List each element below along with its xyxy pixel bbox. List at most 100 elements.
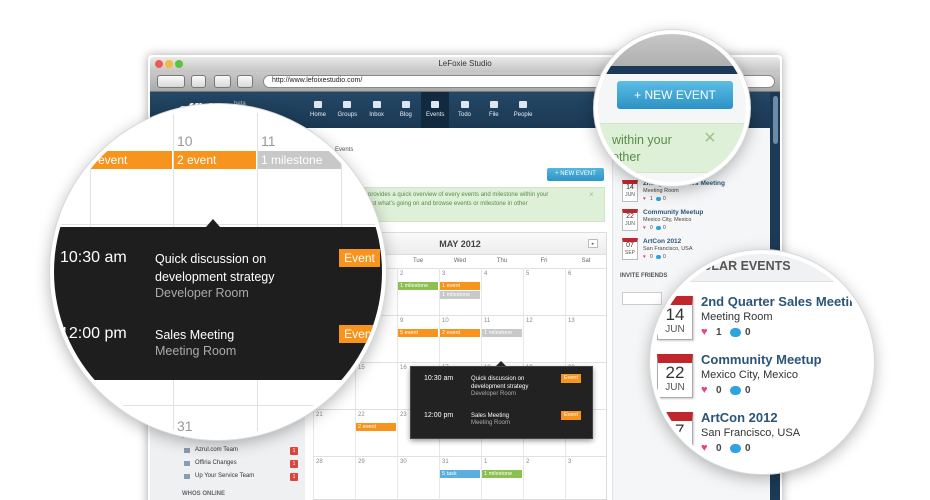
zoom-comment-count: 0 bbox=[745, 385, 751, 396]
nav-item[interactable]: Groups bbox=[337, 112, 358, 118]
toolbar-button[interactable] bbox=[191, 75, 206, 88]
zoom-event-location: Meeting Room bbox=[701, 311, 773, 323]
calendar-event[interactable]: 1 milestone bbox=[398, 282, 438, 290]
calendar-event[interactable]: 1 milestone bbox=[482, 470, 522, 478]
window-button[interactable] bbox=[155, 60, 163, 68]
zoom-like-count: 0 bbox=[716, 385, 722, 396]
popup-tag[interactable]: Event bbox=[561, 411, 581, 420]
zoom-event-title[interactable]: ArtCon 2012 bbox=[701, 410, 778, 425]
day-number[interactable]: 3 bbox=[442, 271, 446, 277]
week-line bbox=[313, 362, 607, 363]
window-button[interactable] bbox=[175, 60, 183, 68]
day-number[interactable]: 22 bbox=[358, 412, 365, 418]
group-icon bbox=[184, 474, 190, 479]
day-number[interactable]: 16 bbox=[400, 365, 407, 371]
nav-icon[interactable] bbox=[372, 101, 381, 108]
calendar-event[interactable]: 5 task bbox=[440, 470, 480, 478]
day-number[interactable]: 4 bbox=[484, 271, 488, 277]
day-number[interactable]: 31 bbox=[442, 459, 449, 465]
calendar-event[interactable]: 5 event bbox=[398, 329, 438, 337]
nav-item[interactable]: Todo bbox=[457, 112, 471, 118]
date-icon bbox=[622, 180, 638, 202]
zoom-popup-tag[interactable]: Event bbox=[339, 249, 380, 267]
like-count: 1 bbox=[650, 196, 653, 202]
zoom-popup-time: 12:00 pm bbox=[60, 325, 127, 342]
zoom-event-title[interactable]: 2nd Quarter Sales Meeting bbox=[701, 294, 865, 309]
day-number[interactable]: 23 bbox=[400, 412, 407, 418]
notice-close[interactable]: × bbox=[589, 190, 594, 199]
window-button[interactable] bbox=[165, 60, 173, 68]
day-number[interactable]: 2 bbox=[526, 459, 530, 465]
day-number[interactable]: 1 bbox=[484, 459, 488, 465]
day-number[interactable]: 9 bbox=[400, 318, 404, 324]
calendar-next[interactable]: ▸ bbox=[588, 239, 598, 248]
calendar-event[interactable]: 1 event bbox=[440, 282, 480, 290]
zoom-event-bar bbox=[58, 151, 172, 169]
group-name[interactable]: Azrul.com Team bbox=[195, 447, 238, 453]
toolbar-button[interactable] bbox=[237, 75, 253, 88]
zoom-day-number[interactable]: 10 bbox=[177, 133, 193, 149]
day-number[interactable]: 6 bbox=[568, 271, 572, 277]
calendar-event[interactable]: 1 milestone bbox=[482, 329, 522, 337]
zoom-event-label[interactable]: 5 event bbox=[88, 153, 128, 167]
group-name[interactable]: Up Your Service Team bbox=[195, 473, 255, 479]
toolbar-button[interactable] bbox=[214, 75, 231, 88]
nav-item[interactable]: Inbox bbox=[369, 112, 384, 118]
scrollbar[interactable] bbox=[773, 96, 778, 144]
nav-icon[interactable] bbox=[343, 101, 352, 108]
day-number[interactable]: 30 bbox=[400, 459, 407, 465]
zoom-new-event[interactable]: + NEW EVENT bbox=[617, 81, 733, 109]
nav-item[interactable]: Home bbox=[309, 112, 326, 118]
day-number[interactable]: 3 bbox=[568, 459, 572, 465]
zoom-day-number[interactable]: 11 bbox=[261, 133, 276, 149]
calendar-event[interactable]: 2 event bbox=[440, 329, 480, 337]
day-number[interactable]: 2 bbox=[400, 271, 404, 277]
zoom-popup-room: Meeting Room bbox=[155, 344, 237, 358]
group-name[interactable]: Offiria Changes bbox=[195, 460, 237, 466]
nav-icon[interactable] bbox=[401, 101, 410, 108]
zoom-date-icon bbox=[657, 354, 693, 398]
event-title[interactable]: Community Meetup bbox=[643, 209, 704, 216]
nav-icon[interactable] bbox=[460, 101, 469, 108]
nav-icon[interactable] bbox=[519, 101, 528, 108]
nav-icon[interactable] bbox=[431, 101, 440, 108]
group-count: 1 bbox=[290, 460, 298, 468]
toolbar-button[interactable] bbox=[157, 75, 185, 88]
zoom-heading-band bbox=[654, 254, 870, 282]
nav-item[interactable]: Blog bbox=[399, 112, 412, 118]
zoom-event-label[interactable]: 2 event bbox=[177, 153, 217, 167]
new-event-button[interactable]: + NEW EVENT bbox=[547, 168, 604, 181]
day-number[interactable]: 11 bbox=[484, 318, 491, 324]
calendar-event[interactable]: 1 milestone bbox=[440, 291, 480, 299]
nav-item[interactable]: Events bbox=[426, 112, 445, 118]
day-number[interactable]: 28 bbox=[316, 459, 323, 465]
day-number[interactable]: 12 bbox=[526, 318, 533, 324]
zoom-day-number[interactable]: 31 bbox=[177, 418, 193, 434]
zoom-date-month: JUN bbox=[665, 324, 685, 335]
zoom-notice-close[interactable]: × bbox=[704, 127, 716, 149]
button-zoom: + NEW EVENT within your other × bbox=[594, 30, 750, 186]
popup-tag[interactable]: Event bbox=[561, 374, 581, 383]
day-number[interactable]: 13 bbox=[568, 318, 575, 324]
nav-icon[interactable] bbox=[314, 101, 322, 108]
zoom-date-day: 07 bbox=[665, 421, 685, 440]
day-number[interactable]: 5 bbox=[526, 271, 530, 277]
calendar-event[interactable]: 2 event bbox=[356, 423, 396, 431]
zoom-popup bbox=[54, 227, 382, 380]
nav-icon[interactable] bbox=[489, 101, 498, 108]
zoom-event-label[interactable]: 1 milestone bbox=[261, 153, 323, 167]
event-title[interactable]: ArtCon 2012 bbox=[643, 238, 682, 245]
day-number[interactable]: 10 bbox=[442, 318, 449, 324]
nav-item[interactable]: File bbox=[488, 112, 499, 118]
zoom-popup-room: Developer Room bbox=[155, 286, 249, 300]
popup-time: 12:00 pm bbox=[424, 412, 454, 419]
zoom-popup-tag[interactable]: Event bbox=[339, 325, 380, 343]
nav-item[interactable]: People bbox=[513, 112, 533, 118]
zoom-event-title[interactable]: Community Meetup bbox=[701, 352, 822, 367]
day-number[interactable]: 29 bbox=[358, 459, 365, 465]
day-number[interactable]: 21 bbox=[316, 412, 323, 418]
popular-zoom-content: POPULAR EVENTS 14 JUN 2nd Quarter Sales Mee… bbox=[654, 254, 870, 470]
zoom-like-icon: ♥ bbox=[701, 384, 708, 396]
